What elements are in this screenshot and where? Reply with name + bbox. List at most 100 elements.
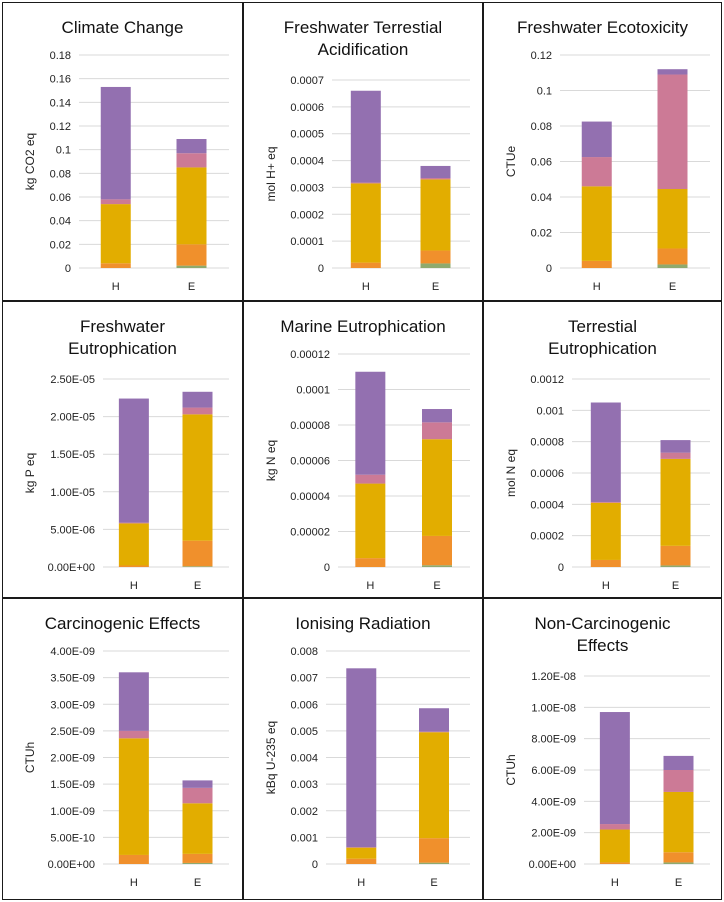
- y-tick-label: 0.008: [290, 646, 318, 658]
- y-tick-label: 1.50E-09: [50, 779, 95, 791]
- bar-segment-H-series-4: [355, 474, 386, 484]
- y-tick-label: 0.14: [50, 97, 71, 109]
- chart-svg: 0 0.02 0.04 0.06 0.08 0.1 0.12 CTUe H E: [504, 50, 710, 293]
- chart-title: Climate Change: [61, 18, 184, 37]
- y-tick-label: 0.00E+00: [48, 562, 95, 574]
- bar-segment-E-series-5: [176, 139, 207, 154]
- y-tick-label: 4.00E-09: [531, 796, 576, 808]
- y-tick-label: 0.1: [56, 145, 71, 157]
- y-tick-label: 0: [546, 263, 552, 275]
- y-tick-label: 0.04: [50, 216, 71, 228]
- bar-segment-E-series-1: [422, 565, 452, 567]
- y-tick-label: 2.00E-05: [50, 412, 95, 424]
- y-tick-label: 1.20E-08: [531, 671, 576, 683]
- chart-title: Marine Eutrophication: [280, 317, 446, 336]
- y-tick-label: 2.50E-09: [50, 726, 95, 738]
- chart-title: Freshwater Terrestial Acidification: [283, 18, 443, 59]
- x-tick-label: E: [194, 580, 201, 592]
- y-tick-label: 4.00E-09: [50, 646, 95, 658]
- bar-segment-E-series-3: [182, 414, 213, 541]
- y-tick-label: 0.12: [50, 121, 71, 133]
- bar-segment-E-series-1: [420, 263, 451, 268]
- y-axis-label: kg N eq: [264, 440, 278, 481]
- bar-segment-H-series-3: [350, 183, 381, 263]
- chart-panel-freshwater-ecotoxicity: Freshwater Ecotoxicity 0 0.02 0.04 0.06 0.08 0…: [483, 2, 722, 301]
- bar-segment-H-series-3: [118, 523, 149, 566]
- x-tick-label: E: [672, 580, 679, 592]
- bar-segment-H-series-2: [346, 858, 377, 864]
- y-tick-label: 0.18: [50, 50, 71, 62]
- x-tick-label: H: [362, 281, 370, 293]
- bar-segment-E-series-5: [182, 780, 213, 788]
- y-tick-label: 0.001: [536, 405, 564, 417]
- bar-segment-E-series-1: [182, 566, 213, 567]
- bar-segment-E-series-5: [420, 165, 451, 179]
- y-tick-label: 0.02: [531, 228, 552, 240]
- y-tick-label: 1.00E-05: [50, 487, 95, 499]
- chart-svg: 0.00E+00 5.00E-06 1.00E-05 1.50E-05 2.00E-05…: [23, 374, 229, 592]
- bar-segment-H-series-2: [118, 854, 149, 864]
- bar-segment-E-series-2: [660, 545, 691, 566]
- bar-segment-H-series-2: [581, 260, 612, 268]
- y-axis-label: kBq U-235 eq: [264, 721, 278, 794]
- bar-segment-E-series-3: [182, 803, 213, 854]
- y-tick-label: 0.00006: [290, 456, 330, 468]
- bar-segment-E-series-3: [663, 791, 694, 853]
- y-tick-label: 5.00E-06: [50, 524, 95, 536]
- y-tick-label: 0.16: [50, 74, 71, 86]
- y-tick-label: 0.00E+00: [529, 859, 576, 871]
- y-tick-label: 0.0003: [290, 182, 324, 194]
- chart-title: Freshwater Eutrophication: [68, 317, 177, 358]
- bar-segment-E-series-2: [657, 248, 688, 265]
- y-tick-label: 5.00E-10: [50, 832, 95, 844]
- bar-segment-H-series-4: [118, 522, 149, 524]
- y-axis-label: mol H+ eq: [264, 146, 278, 201]
- chart-svg: 0 0.00002 0.00004 0.00006 0.00008 0.0001 0.000…: [264, 349, 470, 592]
- y-tick-label: 0.0006: [530, 468, 564, 480]
- bar-segment-H-series-4: [599, 824, 630, 830]
- bar-segment-E-series-2: [182, 853, 213, 863]
- chart-panel-freshwater-eutrophication: Freshwater Eutrophication 0.00E+00 5.00E-0…: [2, 301, 243, 598]
- y-tick-label: 0.005: [290, 726, 318, 738]
- bar-segment-H-series-5: [581, 121, 612, 158]
- bar-segment-E-series-3: [660, 458, 691, 546]
- bar-segment-H-series-5: [599, 712, 630, 825]
- chart-title: Carcinogenic Effects: [44, 614, 201, 633]
- bar-segment-H-series-5: [118, 672, 149, 731]
- y-tick-label: 1.00E-09: [50, 806, 95, 818]
- bar-segment-H-series-4: [581, 157, 612, 187]
- bar-segment-E-series-5: [663, 755, 694, 770]
- bar-segment-H-series-3: [118, 738, 149, 855]
- y-tick-label: 0: [318, 263, 324, 275]
- chart-panel-carcinogenic-effects: Carcinogenic Effects 0.00E+00 5.00E-10 1.00…: [2, 598, 243, 900]
- chart-svg: 0.00E+00 2.00E-09 4.00E-09 6.00E-09 8.00E-09…: [504, 671, 710, 889]
- y-tick-label: 3.50E-09: [50, 673, 95, 685]
- y-tick-label: 1.00E-08: [531, 702, 576, 714]
- bar-segment-H-series-3: [355, 483, 386, 559]
- bar-segment-H-series-2: [599, 862, 630, 864]
- y-tick-label: 2.00E-09: [531, 828, 576, 840]
- y-tick-label: 0.02: [50, 239, 71, 251]
- y-tick-label: 0.08: [531, 121, 552, 133]
- x-tick-label: E: [669, 281, 676, 293]
- bar-segment-E-series-3: [176, 167, 207, 245]
- bar-segment-E-series-4: [422, 422, 452, 440]
- bar-segment-E-series-4: [663, 770, 694, 792]
- y-tick-label: 8.00E-09: [531, 734, 576, 746]
- y-tick-label: 0.08: [50, 168, 71, 180]
- x-tick-label: E: [430, 877, 437, 889]
- y-tick-label: 0: [65, 263, 71, 275]
- bar-segment-H-series-3: [581, 186, 612, 261]
- chart-svg: 0 0.0001 0.0002 0.0003 0.0004 0.0005 0.0006 0.0…: [264, 75, 470, 293]
- x-tick-label: E: [433, 580, 440, 592]
- bar-segment-E-series-2: [420, 250, 451, 264]
- bar-segment-E-series-3: [422, 439, 452, 536]
- x-tick-label: H: [112, 281, 120, 293]
- bar-segment-H-series-2: [355, 558, 386, 567]
- bar-segment-E-series-2: [176, 244, 207, 266]
- bar-segment-H-series-4: [346, 847, 377, 848]
- chart-title: Terrestial Eutrophication: [548, 317, 657, 358]
- chart-panel-non-carcinogenic-effects: Non-Carcinogenic Effects 0.00E+00 2.00E-09…: [483, 598, 722, 900]
- x-tick-label: E: [194, 877, 201, 889]
- y-tick-label: 0.00004: [290, 491, 330, 503]
